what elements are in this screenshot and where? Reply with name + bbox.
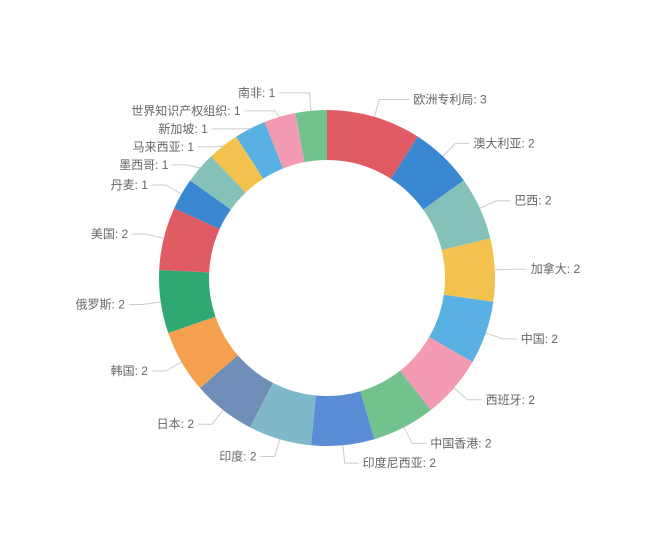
slice-label: 澳大利亚: 2 [473,136,535,150]
slice-label: 中国香港: 2 [430,435,492,450]
label-leader [486,333,517,339]
slice-label: 韩国: 2 [111,363,149,378]
slice-label: 加拿大: 2 [531,261,581,276]
slice-label: 丹麦: 1 [111,178,149,192]
label-leader [198,146,223,147]
label-leader [132,234,163,238]
slice-label: 印度: 2 [219,448,257,463]
label-leader [152,185,182,194]
label-leader [374,100,409,117]
slice-label: 中国: 2 [521,331,559,346]
label-leader [129,302,161,305]
label-leader [172,165,200,168]
label-leader [198,410,223,424]
chart-svg: 欧洲专利局: 3 澳大利亚: 2 巴西: 2 加拿大: 2 中国: 2 西班牙: 2 中国香… [0,0,654,556]
label-leader [454,388,482,400]
label-leader [152,362,182,371]
label-leader [404,427,426,443]
slice-label: 日本: 2 [157,417,195,431]
slice-label: 美国: 2 [91,227,129,241]
label-leader [261,439,280,456]
slice-label: 新加坡: 1 [158,121,208,136]
slice-label: 世界知识产权组织: 1 [131,104,241,118]
label-leader [495,269,527,270]
donut-chart: 欧洲专利局: 3 澳大利亚: 2 巴西: 2 加拿大: 2 中国: 2 西班牙: 2 中国香… [0,0,654,556]
slice-label: 印度尼西亚: 2 [363,455,437,470]
slice-label: 墨西哥: 1 [119,158,169,172]
slice-label: 西班牙: 2 [486,393,536,407]
slice-label: 南非: 1 [238,85,276,100]
label-leader [245,111,280,117]
slice-label: 巴西: 2 [514,194,552,208]
label-leader [443,143,469,156]
label-leader [279,93,311,111]
slice-label: 马来西亚: 1 [133,140,195,154]
slice-label: 欧洲专利局: 3 [413,92,487,107]
slice-label: 俄罗斯: 2 [76,297,126,311]
label-leader [480,201,510,208]
label-leader [343,445,359,463]
